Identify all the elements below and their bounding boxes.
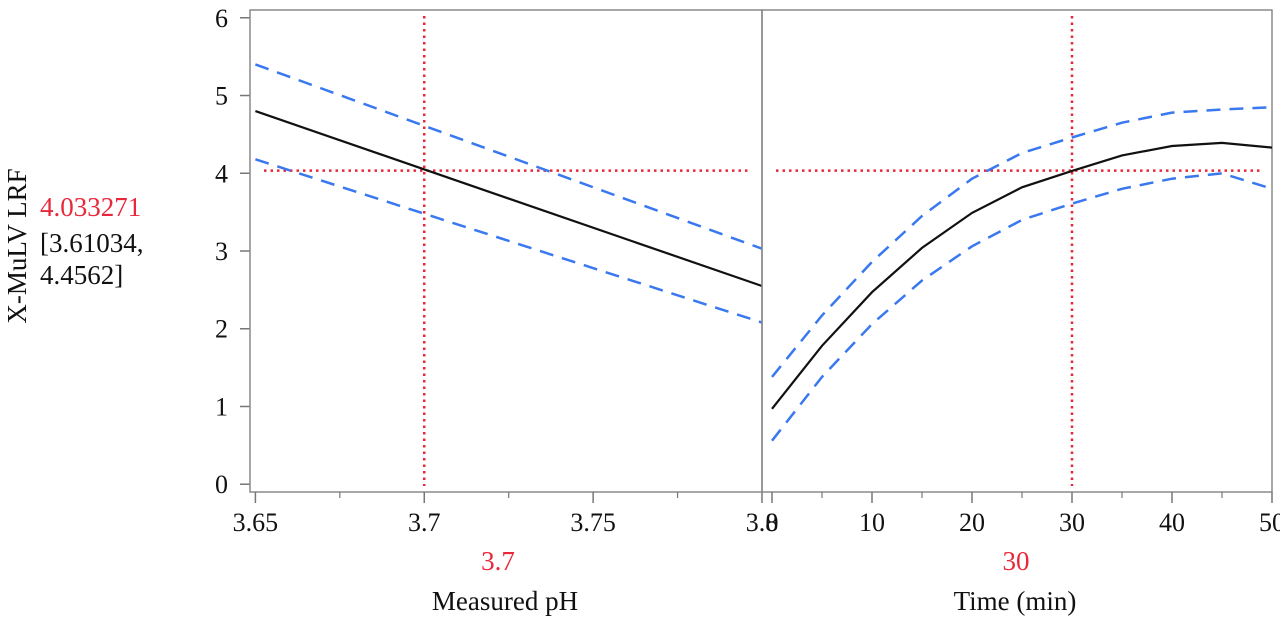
x-tick-label: 3.7 — [408, 508, 441, 537]
y-tick-label: 1 — [215, 392, 228, 421]
y-confidence-interval-low: [3.61034, — [40, 228, 144, 258]
y-current-value[interactable]: 4.033271 — [40, 192, 141, 222]
y-tick-label: 6 — [215, 4, 228, 33]
x-tick-label: 30 — [1059, 508, 1085, 537]
x-tick-label: 0 — [766, 508, 779, 537]
x-tick-label: 10 — [859, 508, 885, 537]
ci-upper-line — [254, 63, 763, 250]
panel-measured-ph: 3.65 3.7 3.75 3.8 — [233, 9, 779, 537]
ci-lower-line — [255, 158, 763, 324]
x-tick-label: 40 — [1159, 508, 1185, 537]
plot-frame — [249, 9, 763, 493]
x-current-value-measured-ph[interactable]: 3.7 — [481, 546, 515, 576]
panel-time: 0 10 20 30 40 50 — [761, 9, 1280, 537]
x-axis-title-measured-ph: Measured pH — [432, 586, 578, 616]
y-tick-label: 3 — [215, 237, 228, 266]
prediction-line — [255, 110, 763, 288]
ci-upper-line — [771, 105, 1273, 378]
y-tick-label: 5 — [215, 82, 228, 111]
y-confidence-interval-high: 4.4562] — [40, 260, 123, 290]
ci-lower-line — [771, 172, 1273, 442]
x-tick-label: 50 — [1259, 508, 1280, 537]
x-tick-label: 20 — [959, 508, 985, 537]
plot-frame — [761, 9, 1273, 493]
y-axis-title: X-MuLV LRF — [2, 168, 32, 323]
x-axis-title-time: Time (min) — [954, 586, 1077, 616]
y-tick-label: 0 — [215, 470, 228, 499]
x-tick-label: 3.8 — [746, 508, 779, 537]
x-tick-label: 3.75 — [570, 508, 616, 537]
y-tick-label: 4 — [215, 159, 228, 188]
prediction-line — [771, 141, 1273, 410]
x-current-value-time[interactable]: 30 — [1003, 546, 1030, 576]
y-axis: 0 1 2 3 4 5 6 — [215, 4, 250, 499]
x-tick-label: 3.65 — [233, 508, 279, 537]
y-tick-label: 2 — [215, 315, 228, 344]
